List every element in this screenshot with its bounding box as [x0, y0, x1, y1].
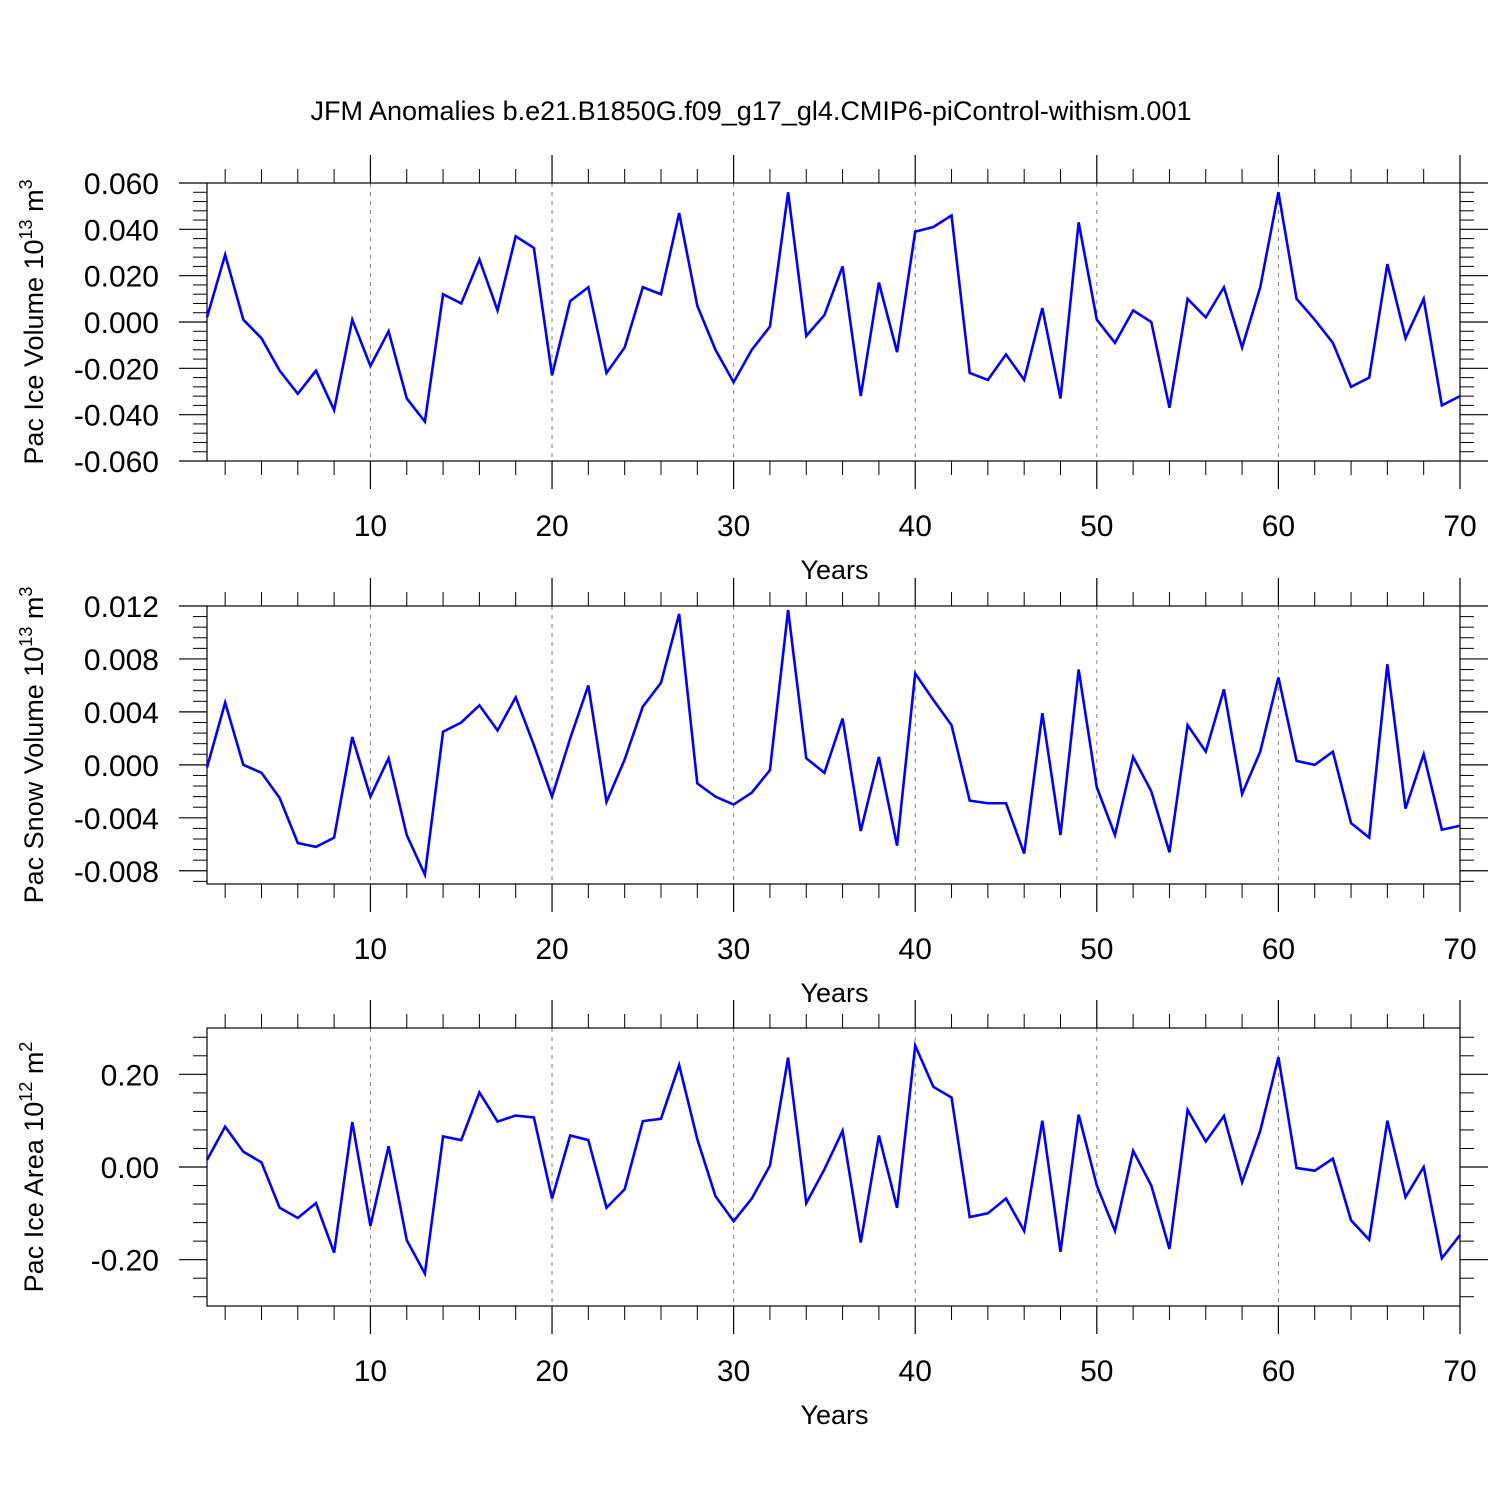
y-tick-label: 0.012: [84, 591, 159, 624]
x-tick-label: 10: [354, 933, 387, 966]
x-tick-label: 50: [1080, 510, 1113, 543]
chart-panel-3: 10 20 30 40 50 60 70 -0.20 0.00 0.20 Years Pac Ice …: [16, 1000, 1488, 1430]
x-axis-label: Years: [800, 1400, 868, 1430]
y-tick-label: 0.004: [84, 697, 159, 730]
x-tick-label: 10: [354, 1355, 387, 1388]
y-tick-label: 0.020: [84, 261, 159, 294]
x-tick-label: 20: [535, 510, 568, 543]
y-axis-label: Pac Ice Volume 1013 m3: [16, 179, 49, 464]
x-tick-label: 60: [1262, 1355, 1295, 1388]
x-tick-label: 40: [899, 1355, 932, 1388]
y-tick-label: 0.060: [84, 168, 159, 201]
x-tick-label: 50: [1080, 933, 1113, 966]
x-tick-label: 60: [1262, 933, 1295, 966]
y-tick-label: -0.020: [74, 353, 159, 386]
series-line: [205, 1040, 1462, 1278]
x-tick-label: 30: [717, 1355, 750, 1388]
y-tick-label: -0.004: [74, 803, 159, 836]
y-axis-label: Pac Snow Volume 1013 m3: [16, 587, 49, 904]
x-tick-label: 70: [1443, 933, 1476, 966]
x-tick-label: 50: [1080, 1355, 1113, 1388]
y-tick-label: -0.008: [74, 856, 159, 889]
y-tick-label: 0.008: [84, 644, 159, 677]
x-tick-label: 30: [717, 510, 750, 543]
y-tick-label: 0.000: [84, 307, 159, 340]
x-tick-label: 10: [354, 510, 387, 543]
y-tick-label: 0.000: [84, 750, 159, 783]
y-tick-label: -0.20: [91, 1245, 159, 1278]
y-tick-label: 0.00: [101, 1152, 159, 1185]
x-tick-label: 30: [717, 933, 750, 966]
x-tick-label: 40: [899, 510, 932, 543]
chart-panel-2: 10 20 30 40 50 60 70 -0.008 -0.004 0.000 0.004 0.00…: [16, 578, 1488, 1008]
chart-panel-1: 10 20 30 40 50 60 70 -0.060 -0.040 -0.020 0.000 0.0…: [16, 155, 1488, 585]
x-tick-label: 70: [1443, 1355, 1476, 1388]
x-tick-label: 40: [899, 933, 932, 966]
series-line: [205, 609, 1461, 880]
x-tick-label: 70: [1443, 510, 1476, 543]
plot-frame: [206, 605, 1461, 885]
x-tick-label: 20: [535, 1355, 568, 1388]
x-axis-label: Years: [800, 555, 868, 585]
y-tick-label: 0.20: [101, 1059, 159, 1092]
y-tick-label: -0.040: [74, 400, 159, 433]
x-tick-label: 20: [535, 933, 568, 966]
x-tick-label: 60: [1262, 510, 1295, 543]
y-tick-label: -0.060: [74, 446, 159, 479]
x-axis-label: Years: [800, 978, 868, 1008]
plot-frame: [206, 1027, 1461, 1307]
y-axis-label: Pac Ice Area 1012 m2: [16, 1042, 49, 1293]
y-tick-label: 0.040: [84, 214, 159, 247]
series-line: [205, 192, 1461, 425]
chart-title: JFM Anomalies b.e21.B1850G.f09_g17_gl4.C…: [311, 96, 1192, 126]
